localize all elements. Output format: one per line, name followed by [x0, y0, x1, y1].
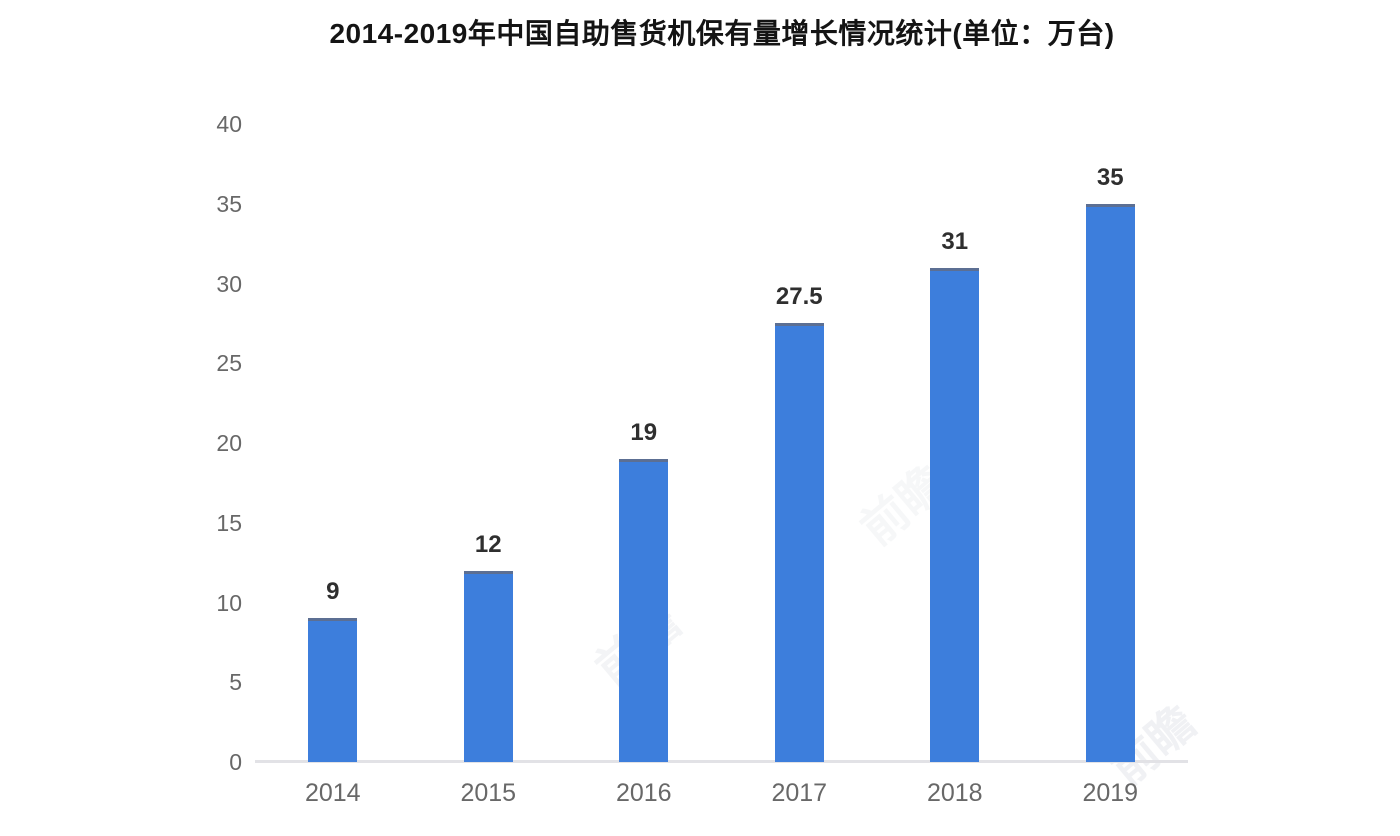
bar-value-label: 35 [1096, 163, 1124, 191]
bar-value-label: 9 [326, 578, 340, 606]
bar-value-label: 27.5 [775, 283, 823, 311]
x-tick-label: 2018 [926, 779, 983, 807]
y-tick-label: 25 [216, 350, 242, 377]
x-tick-label: 2019 [1082, 779, 1139, 807]
bar-value-label: 31 [941, 227, 969, 255]
bar-2018 [930, 267, 980, 762]
y-tick-label: 20 [216, 430, 242, 456]
y-tick-label: 30 [216, 270, 242, 297]
bar-2016 [619, 458, 669, 762]
bar-2015 [463, 570, 513, 762]
bar-value-label: 12 [474, 530, 502, 558]
x-tick-label: 2017 [771, 779, 828, 807]
y-tick-label: 5 [229, 669, 242, 696]
y-tick-label: 10 [216, 589, 242, 616]
y-tick-label: 35 [216, 190, 242, 217]
y-tick-label: 0 [229, 749, 242, 775]
x-tick-label: 2015 [460, 779, 517, 807]
bar-2014 [308, 618, 358, 762]
bar-value-label: 19 [630, 418, 658, 446]
y-tick-label: 15 [216, 509, 242, 536]
x-tick-label: 2016 [615, 779, 672, 807]
x-tick-label: 2014 [304, 779, 361, 807]
x-axis-line [255, 760, 1188, 763]
y-tick-label: 40 [216, 111, 242, 137]
bar-2017 [774, 323, 824, 762]
chart-title: 2014-2019年中国自助售货机保有量增长情况统计(单位：万台) [329, 18, 1115, 49]
bar-2019 [1085, 203, 1135, 762]
